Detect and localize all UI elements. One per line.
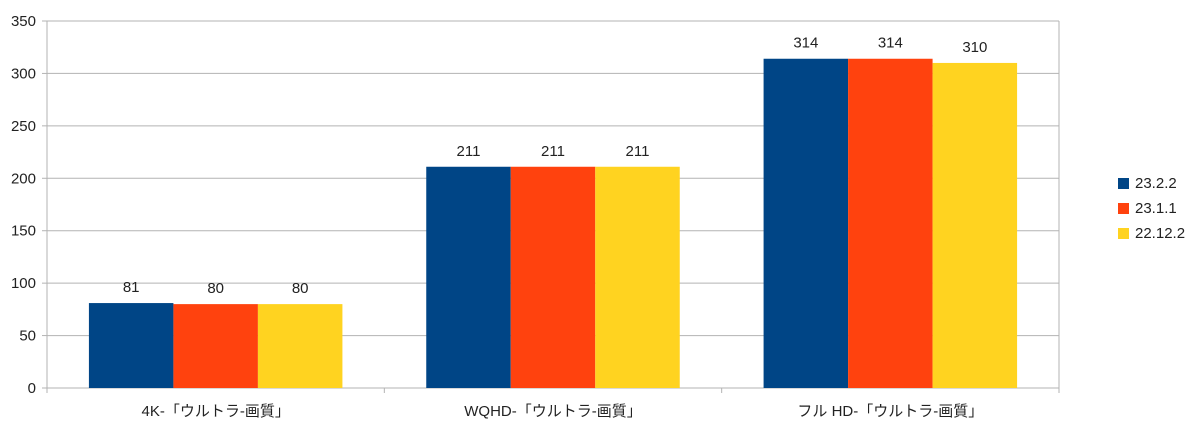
legend-swatch	[1118, 178, 1129, 189]
bar	[426, 166, 511, 388]
data-label: 310	[962, 39, 987, 56]
y-tick-label: 200	[11, 170, 36, 187]
data-label: 314	[793, 35, 818, 52]
bar-chart: 0 50 100 150 200 250 300 350 81 80 80 4K-「ウルトラ-画質」 2…	[11, 13, 1060, 420]
legend-label: 23.2.2	[1135, 175, 1177, 192]
y-tick-label: 50	[19, 328, 36, 345]
legend-swatch	[1118, 203, 1129, 214]
legend-label: 22.12.2	[1135, 225, 1186, 242]
bar	[932, 62, 1018, 388]
chart-legend: 23.2.2 23.1.1 22.12.2	[1118, 171, 1185, 246]
y-tick-label: 150	[11, 223, 36, 240]
x-category-label: WQHD-「ウルトラ-画質」	[464, 402, 641, 420]
data-label: 314	[878, 35, 903, 52]
y-tick-label: 0	[28, 380, 36, 397]
legend-swatch	[1118, 228, 1129, 239]
data-label: 81	[123, 279, 140, 296]
x-category-label: 4K-「ウルトラ-画質」	[141, 402, 289, 420]
y-tick-label: 300	[11, 65, 36, 82]
bar	[763, 58, 849, 389]
y-tick-label: 100	[11, 275, 36, 292]
bar	[595, 166, 680, 388]
x-category-label: フル HD-「ウルトラ-画質」	[797, 402, 983, 420]
data-label: 80	[292, 280, 309, 297]
legend-item: 22.12.2	[1118, 221, 1185, 246]
legend-item: 23.2.2	[1118, 171, 1185, 196]
bar	[173, 304, 258, 388]
data-label: 80	[207, 280, 224, 297]
bar	[257, 304, 343, 388]
y-tick-label: 350	[11, 13, 36, 30]
data-label: 211	[541, 143, 565, 160]
bar	[848, 58, 933, 389]
y-tick-label: 250	[11, 118, 36, 135]
legend-item: 23.1.1	[1118, 196, 1185, 221]
bar	[510, 166, 596, 388]
legend-label: 23.1.1	[1135, 200, 1177, 217]
bar	[88, 303, 174, 388]
data-label: 211	[626, 143, 650, 160]
data-label: 211	[457, 143, 481, 160]
